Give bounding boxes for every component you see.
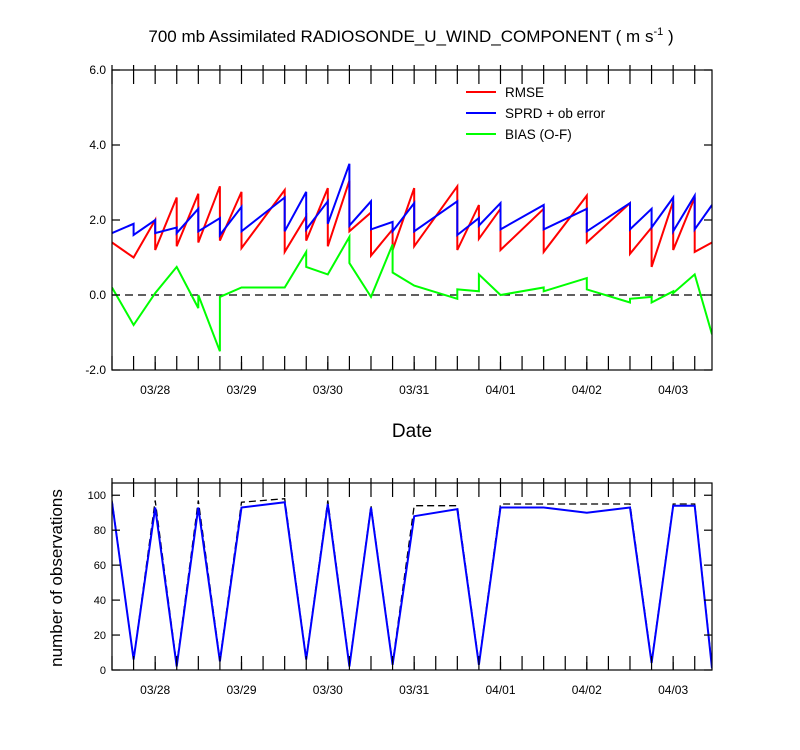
x-tick-label: 04/03 xyxy=(658,383,688,397)
x-tick-label: 04/03 xyxy=(658,683,688,697)
top-chart-title-main: 700 mb Assimilated RADIOSONDE_U_WIND_COM… xyxy=(148,27,653,46)
x-tick-label: 03/28 xyxy=(140,683,170,697)
x-tick-label: 03/31 xyxy=(399,683,429,697)
y-tick-label: 60 xyxy=(94,560,106,572)
top-chart-xlabel: Date xyxy=(392,421,432,442)
series-sprd-line xyxy=(112,163,712,238)
series-nobs_total-line xyxy=(112,498,712,667)
x-tick-label: 03/30 xyxy=(313,683,343,697)
y-tick-label: 20 xyxy=(94,630,106,642)
series-nobs_used-line xyxy=(112,501,712,669)
plot-frame xyxy=(111,482,713,671)
x-tick-label: 04/02 xyxy=(572,383,602,397)
series-rmse-line xyxy=(112,180,712,268)
x-tick-label: 04/02 xyxy=(572,683,602,697)
legend: RMSE SPRD + ob error BIAS (O-F) xyxy=(466,85,606,142)
y-tick-label: 2.0 xyxy=(89,213,106,227)
bottom-chart: 0 20 40 60 80 100 03/28 03/29 03/30 03/31 04/01 04/… xyxy=(47,478,713,697)
y-tick-label: 4.0 xyxy=(89,138,106,152)
x-tick-label: 03/30 xyxy=(313,383,343,397)
x-tick-label: 03/28 xyxy=(140,383,170,397)
legend-label-sprd: SPRD + ob error xyxy=(505,106,606,121)
top-axes: -2.0 0.0 2.0 4.0 6.0 03/28 03/29 03/30 03/31 04/0… xyxy=(85,63,713,397)
y-tick-label: 0.0 xyxy=(89,288,106,302)
x-tick-label: 04/01 xyxy=(485,383,515,397)
x-tick-label: 04/01 xyxy=(485,683,515,697)
legend-label-bias: BIAS (O-F) xyxy=(505,127,572,142)
top-chart-title: 700 mb Assimilated RADIOSONDE_U_WIND_COM… xyxy=(148,26,673,46)
bottom-chart-ylabel: number of observations xyxy=(47,489,66,667)
y-tick-label: 100 xyxy=(88,490,106,502)
x-tick-label: 03/29 xyxy=(226,683,256,697)
plot-area-1 xyxy=(112,498,712,669)
x-tick-label: 03/31 xyxy=(399,383,429,397)
bottom-axes: 0 20 40 60 80 100 03/28 03/29 03/30 03/31 04/01 04/… xyxy=(88,478,713,697)
plot-area-0 xyxy=(112,163,712,352)
y-tick-label: 6.0 xyxy=(89,63,106,77)
y-tick-label: 0 xyxy=(100,665,106,677)
x-tick-label: 03/29 xyxy=(226,383,256,397)
y-tick-label: 40 xyxy=(94,595,106,607)
y-tick-label: 80 xyxy=(94,525,106,537)
y-tick-label: -2.0 xyxy=(85,363,106,377)
plot-frame xyxy=(111,69,713,371)
series-bias-line xyxy=(112,233,712,352)
top-chart: 700 mb Assimilated RADIOSONDE_U_WIND_COM… xyxy=(85,26,713,442)
top-chart-title-suffix: ) xyxy=(663,27,673,46)
top-chart-title-exponent: -1 xyxy=(653,26,663,38)
legend-label-rmse: RMSE xyxy=(505,85,544,100)
